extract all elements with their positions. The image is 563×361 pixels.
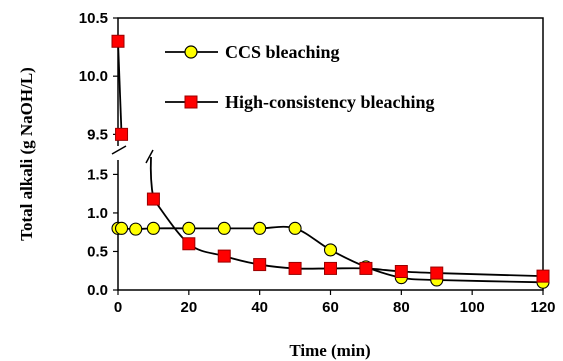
y-tick-label: 9.5: [87, 126, 108, 143]
x-tick-label: 120: [530, 299, 555, 316]
y-tick-label: 10.5: [79, 10, 108, 27]
x-axis-title: Time (min): [289, 341, 370, 360]
data-point-high-consistency: [430, 266, 444, 280]
data-point-ccs: [146, 221, 160, 235]
data-point-ccs: [129, 222, 143, 236]
data-point-high-consistency: [253, 258, 267, 272]
data-point-high-consistency: [359, 261, 373, 275]
legend-marker-ccs: [184, 45, 198, 59]
data-point-ccs: [288, 221, 302, 235]
y-tick-label: 10.0: [79, 68, 108, 85]
data-point-high-consistency: [146, 192, 160, 206]
data-point-high-consistency: [182, 237, 196, 251]
legend: CCS bleaching High-consistency bleaching: [165, 42, 435, 112]
data-point-high-consistency: [394, 265, 408, 279]
x-tick-label: 60: [322, 299, 339, 316]
data-point-high-consistency: [217, 249, 231, 263]
y-tick-label: 0.5: [87, 243, 108, 260]
x-tick-label: 40: [251, 299, 268, 316]
series-line-high-consistency-upper: [117, 41, 123, 135]
data-point-ccs: [217, 221, 231, 235]
data-point-high-consistency: [536, 269, 550, 283]
data-point-ccs: [323, 243, 338, 257]
x-tick-label: 0: [114, 299, 122, 316]
data-point-high-consistency: [288, 261, 302, 275]
legend-marker-high-consistency: [184, 95, 198, 109]
data-point-ccs: [114, 221, 129, 235]
axis-break-mark-top: [111, 145, 127, 155]
data-point-high-consistency: [324, 261, 337, 275]
y-tick-label: 1.0: [87, 205, 108, 222]
x-tick-label: 20: [180, 299, 197, 316]
data-point-high-consistency: [111, 34, 125, 48]
data-point-high-consistency: [115, 127, 129, 141]
legend-label-ccs: CCS bleaching: [225, 42, 340, 62]
data-point-ccs: [253, 221, 267, 235]
y-tick-label: 0.0: [87, 282, 108, 299]
y-tick-label: 1.5: [87, 166, 108, 183]
x-tick-label: 80: [393, 299, 410, 316]
axis-break-mark-bottom: [145, 149, 154, 164]
y-axis-title: Total alkali (g NaOH/L): [17, 67, 36, 241]
legend-label-high-consistency: High-consistency bleaching: [225, 92, 435, 112]
data-point-ccs: [182, 221, 196, 235]
series-line-high-consistency-lower: [152, 198, 544, 278]
x-tick-label: 100: [460, 299, 485, 316]
